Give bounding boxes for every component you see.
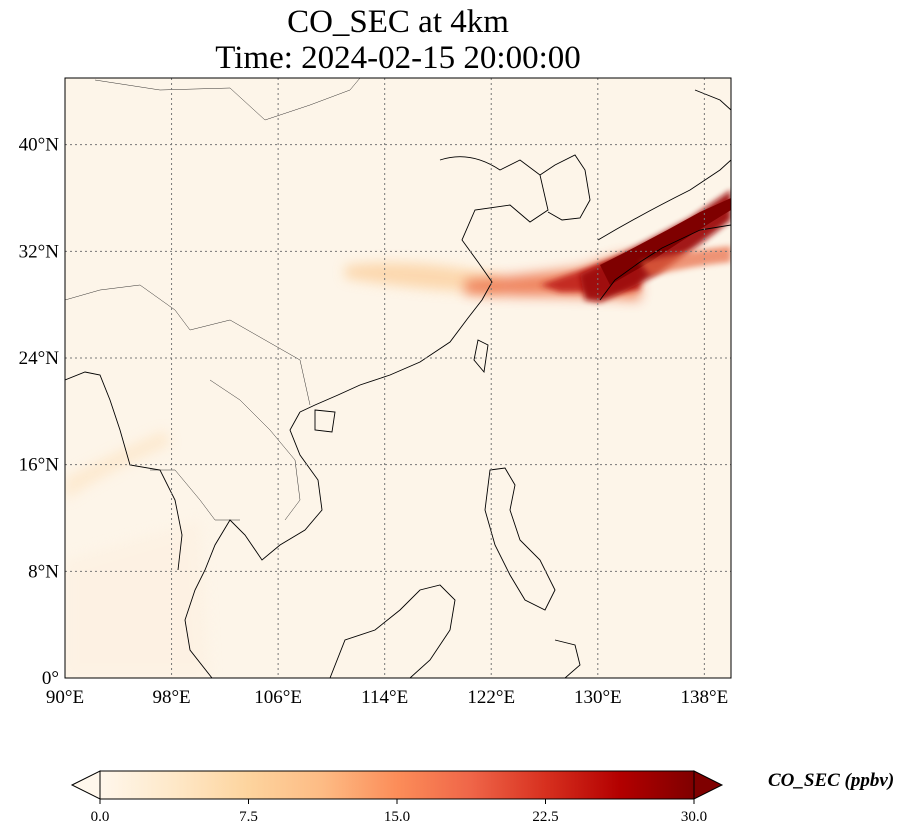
lat-tick-label: 8°N [28,561,59,582]
colorbar-tick-label: 15.0 [384,809,410,825]
hainan-coastline [314,409,336,433]
lon-tick-labels: 90°E 98°E 106°E 114°E 122°E 130°E 138°E [46,687,728,708]
indochina-coastline [184,411,323,678]
taiwan-coastline [473,339,489,374]
colorbar: 0.0 7.5 15.0 22.5 30.0 [70,770,724,825]
hokkaido-coastline [694,89,731,111]
country-borders [65,78,361,521]
coastlines [65,89,731,678]
myanmar-coastline [65,371,183,571]
lat-tick-label: 0° [42,668,59,689]
lat-tick-label: 24°N [19,348,60,369]
colorbar-tick-label: 30.0 [681,809,707,825]
plume-south-branch [640,246,731,276]
colorbar-tick-label: 7.5 [239,809,258,825]
lat-tick-labels: 0° 8°N 16°N 24°N 32°N 40°N [19,135,60,689]
philippines-coastline [484,467,556,611]
plume-max [600,198,731,285]
colorbar-tick-label: 0.0 [91,809,110,825]
lon-tick-label: 114°E [361,687,408,708]
china-coastline [299,156,549,413]
gridlines [65,78,731,678]
colorbar-title: CO_SEC (ppbv) [768,770,895,791]
border-laos-vietnam [209,379,301,521]
plume-central-china [345,262,500,292]
colorbar-extend-low [70,770,101,800]
border-thailand [150,469,240,521]
lon-tick-label: 138°E [681,687,729,708]
border-mongolia [94,78,361,121]
lon-tick-label: 122°E [467,687,515,708]
lon-tick-label: 90°E [46,687,84,708]
map-time-subtitle: Time: 2024-02-15 20:00:00 [215,40,581,76]
map-title: CO_SEC at 4km [287,4,509,40]
lat-tick-label: 16°N [19,455,60,476]
map-frame [64,77,732,679]
colorbar-ticks: 0.0 7.5 15.0 22.5 30.0 [91,799,707,825]
colorbar-extend-high [693,770,724,800]
borneo-coastline [329,584,456,678]
colorbar-gradient [100,771,694,799]
border-china-south [65,284,311,406]
lon-tick-label: 106°E [254,687,302,708]
lon-tick-label: 98°E [152,687,190,708]
colorbar-tick-label: 22.5 [532,809,558,825]
japan-coastline [597,159,731,301]
plume-south-asia [65,430,170,500]
haze-south [65,520,210,678]
korea-coastline [539,154,591,221]
lon-tick-label: 130°E [574,687,622,708]
lat-tick-label: 32°N [19,241,60,262]
lat-tick-label: 40°N [19,135,60,156]
co-sec-field [65,190,731,678]
sulawesi-coastline [554,639,581,678]
